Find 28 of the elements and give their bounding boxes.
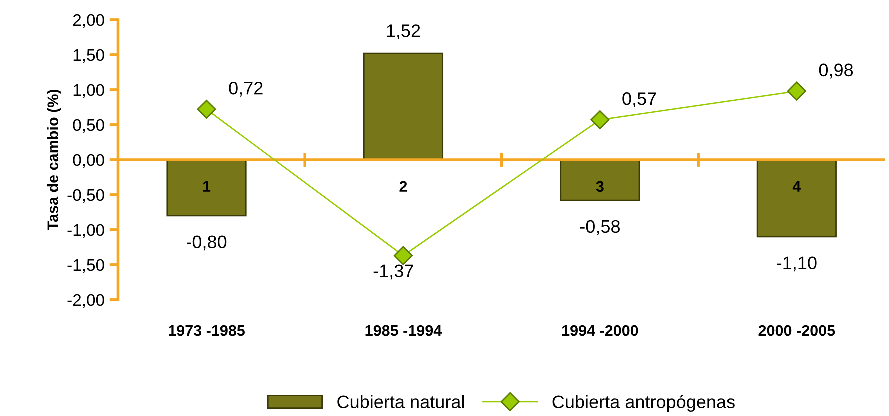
data-label: -1,37 [374,264,414,280]
x-tick-label: 1973 -1985 [169,325,245,336]
x-tick-label: 1985 -1994 [366,325,442,336]
y-tick-label: 1,50 [74,49,104,64]
data-label: 0,57 [622,92,656,108]
annotation: 3 [596,181,604,192]
annotation: 1 [203,181,211,192]
data-label: -1,10 [777,256,817,272]
legend-label: Cubierta natural [338,395,464,408]
data-label: -0,80 [186,236,227,251]
y-tick-label: 2,00 [73,14,104,28]
y-tick-label: 1,00 [74,84,104,98]
y-tick-label: -1,50 [68,259,104,274]
annotation: 2 [400,181,408,192]
y-axis-title: Tasa de cambio (%) [47,90,62,231]
y-tick-label: 0,50 [73,119,104,134]
data-label: -0,58 [580,220,620,236]
y-tick-label: 0,00 [73,154,104,168]
y-tick-label: -1,00 [68,224,104,238]
legend-label: Cubierta antropógenas [552,395,735,412]
data-label: 1,52 [387,24,420,40]
y-tick-label: -2,00 [68,294,104,308]
x-tick-label: 2000 -2005 [758,325,836,336]
annotation: 4 [792,181,802,192]
data-label: 0,98 [819,64,854,79]
data-label: 0,72 [229,82,263,97]
x-tick-label: 1994 -2000 [562,325,638,336]
y-tick-label: -0,50 [68,189,104,204]
